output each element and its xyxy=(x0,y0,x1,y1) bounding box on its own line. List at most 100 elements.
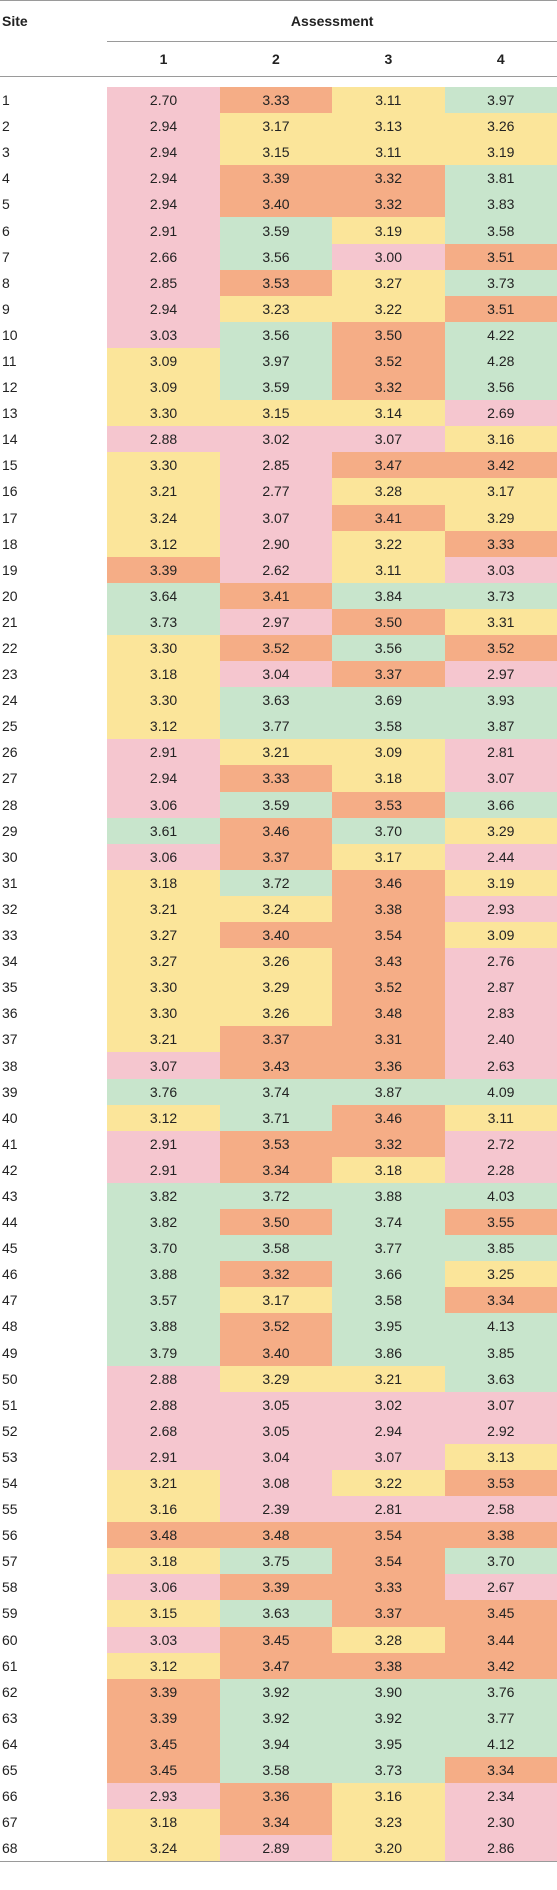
score-cell: 3.73 xyxy=(107,608,220,635)
score-cell: 3.82 xyxy=(107,1209,220,1236)
site-cell: 31 xyxy=(0,869,108,896)
score-cell: 3.55 xyxy=(444,1209,557,1236)
table-row: 22 3.30 3.52 3.56 3.52 xyxy=(0,634,557,662)
score-cell: 3.37 xyxy=(332,661,445,688)
table-row: 5 2.94 3.40 3.32 3.83 xyxy=(0,191,557,218)
site-cell: 46 xyxy=(0,1261,108,1288)
site-cell: 15 xyxy=(0,452,108,479)
score-cell: 3.18 xyxy=(332,765,445,792)
score-cell: 3.22 xyxy=(332,1469,445,1497)
score-cell: 3.94 xyxy=(219,1730,333,1757)
score-cell: 2.94 xyxy=(107,295,220,322)
table-row: 54 3.21 3.08 3.22 3.53 xyxy=(0,1469,557,1497)
score-cell: 3.41 xyxy=(219,582,333,609)
score-cell: 3.43 xyxy=(332,948,445,975)
table-row: 15 3.30 2.85 3.47 3.42 xyxy=(0,452,557,479)
score-cell: 3.24 xyxy=(107,1835,220,1862)
score-cell: 3.15 xyxy=(107,1600,220,1627)
score-cell: 3.56 xyxy=(444,374,557,401)
score-cell: 3.76 xyxy=(444,1678,557,1705)
score-cell: 3.92 xyxy=(332,1704,445,1731)
table-row: 13 3.30 3.15 3.14 2.69 xyxy=(0,400,557,427)
score-cell: 3.26 xyxy=(219,948,333,975)
assessment-group-header: Assessment xyxy=(107,0,557,42)
score-cell: 3.56 xyxy=(219,321,333,348)
score-cell: 3.36 xyxy=(219,1783,333,1810)
score-cell: 2.91 xyxy=(107,1130,220,1157)
score-cell: 3.39 xyxy=(219,1574,333,1601)
score-cell: 3.31 xyxy=(444,608,557,635)
score-cell: 3.40 xyxy=(219,922,333,949)
table-row: 50 2.88 3.29 3.21 3.63 xyxy=(0,1365,557,1392)
score-cell: 3.06 xyxy=(107,1574,220,1601)
table-row: 21 3.73 2.97 3.50 3.31 xyxy=(0,608,557,635)
score-cell: 3.18 xyxy=(332,1156,445,1183)
site-cell: 50 xyxy=(0,1365,108,1392)
score-cell: 2.40 xyxy=(444,1026,557,1053)
score-cell: 3.23 xyxy=(332,1809,445,1836)
score-cell: 3.15 xyxy=(219,400,333,427)
score-cell: 3.56 xyxy=(219,243,333,270)
score-cell: 3.32 xyxy=(219,1261,333,1288)
score-cell: 2.97 xyxy=(219,608,333,635)
table-row: 36 3.30 3.26 3.48 2.83 xyxy=(0,1000,557,1027)
score-cell: 3.03 xyxy=(107,1626,220,1653)
table-row: 8 2.85 3.53 3.27 3.73 xyxy=(0,269,557,296)
score-cell: 3.30 xyxy=(107,634,220,662)
score-cell: 3.71 xyxy=(219,1104,333,1131)
score-cell: 3.16 xyxy=(332,1783,445,1810)
site-cell: 1 xyxy=(0,87,108,114)
score-cell: 3.21 xyxy=(107,478,220,505)
assessment-column-header: 3 xyxy=(332,41,445,77)
score-cell: 3.26 xyxy=(444,113,557,140)
score-cell: 2.94 xyxy=(107,139,220,166)
site-cell: 53 xyxy=(0,1443,108,1470)
score-cell: 3.54 xyxy=(332,1522,445,1549)
score-cell: 2.91 xyxy=(107,739,220,766)
score-cell: 3.77 xyxy=(219,713,333,740)
table-row: 61 3.12 3.47 3.38 3.42 xyxy=(0,1652,557,1679)
site-cell: 43 xyxy=(0,1182,108,1210)
table-row: 40 3.12 3.71 3.46 3.11 xyxy=(0,1104,557,1131)
score-cell: 3.74 xyxy=(219,1078,333,1105)
score-cell: 3.73 xyxy=(444,269,557,296)
score-cell: 3.17 xyxy=(219,113,333,140)
score-cell: 3.02 xyxy=(219,426,333,453)
site-cell: 17 xyxy=(0,504,108,531)
score-cell: 3.93 xyxy=(444,687,557,714)
assessment-column-header: 1 xyxy=(107,41,220,77)
score-cell: 3.18 xyxy=(107,869,220,896)
score-cell: 3.31 xyxy=(332,1026,445,1053)
table-row: 9 2.94 3.23 3.22 3.51 xyxy=(0,295,557,322)
site-cell: 45 xyxy=(0,1235,108,1262)
site-cell: 68 xyxy=(0,1835,108,1862)
score-cell: 3.97 xyxy=(444,87,557,114)
table-row: 3 2.94 3.15 3.11 3.19 xyxy=(0,139,557,166)
score-cell: 3.42 xyxy=(444,1652,557,1679)
score-cell: 4.09 xyxy=(444,1078,557,1105)
table-row: 31 3.18 3.72 3.46 3.19 xyxy=(0,869,557,896)
table-row: 12 3.09 3.59 3.32 3.56 xyxy=(0,374,557,401)
score-cell: 2.63 xyxy=(444,1052,557,1079)
score-cell: 3.33 xyxy=(444,530,557,557)
table-row: 39 3.76 3.74 3.87 4.09 xyxy=(0,1078,557,1105)
score-cell: 3.46 xyxy=(332,869,445,896)
score-cell: 2.88 xyxy=(107,426,220,453)
score-cell: 2.76 xyxy=(444,948,557,975)
score-cell: 3.38 xyxy=(332,895,445,922)
score-cell: 3.06 xyxy=(107,843,220,870)
site-cell: 41 xyxy=(0,1130,108,1157)
score-cell: 3.03 xyxy=(107,321,220,348)
score-cell: 2.81 xyxy=(444,739,557,766)
table-row: 43 3.82 3.72 3.88 4.03 xyxy=(0,1182,557,1210)
table-row: 60 3.03 3.45 3.28 3.44 xyxy=(0,1626,557,1653)
table-row: 38 3.07 3.43 3.36 2.63 xyxy=(0,1052,557,1079)
score-cell: 3.42 xyxy=(444,452,557,479)
score-cell: 2.62 xyxy=(219,556,333,583)
score-cell: 2.69 xyxy=(444,400,557,427)
table-row: 63 3.39 3.92 3.92 3.77 xyxy=(0,1704,557,1731)
score-cell: 3.12 xyxy=(107,713,220,740)
table-row: 57 3.18 3.75 3.54 3.70 xyxy=(0,1548,557,1575)
score-cell: 3.53 xyxy=(444,1469,557,1497)
score-cell: 3.27 xyxy=(107,922,220,949)
